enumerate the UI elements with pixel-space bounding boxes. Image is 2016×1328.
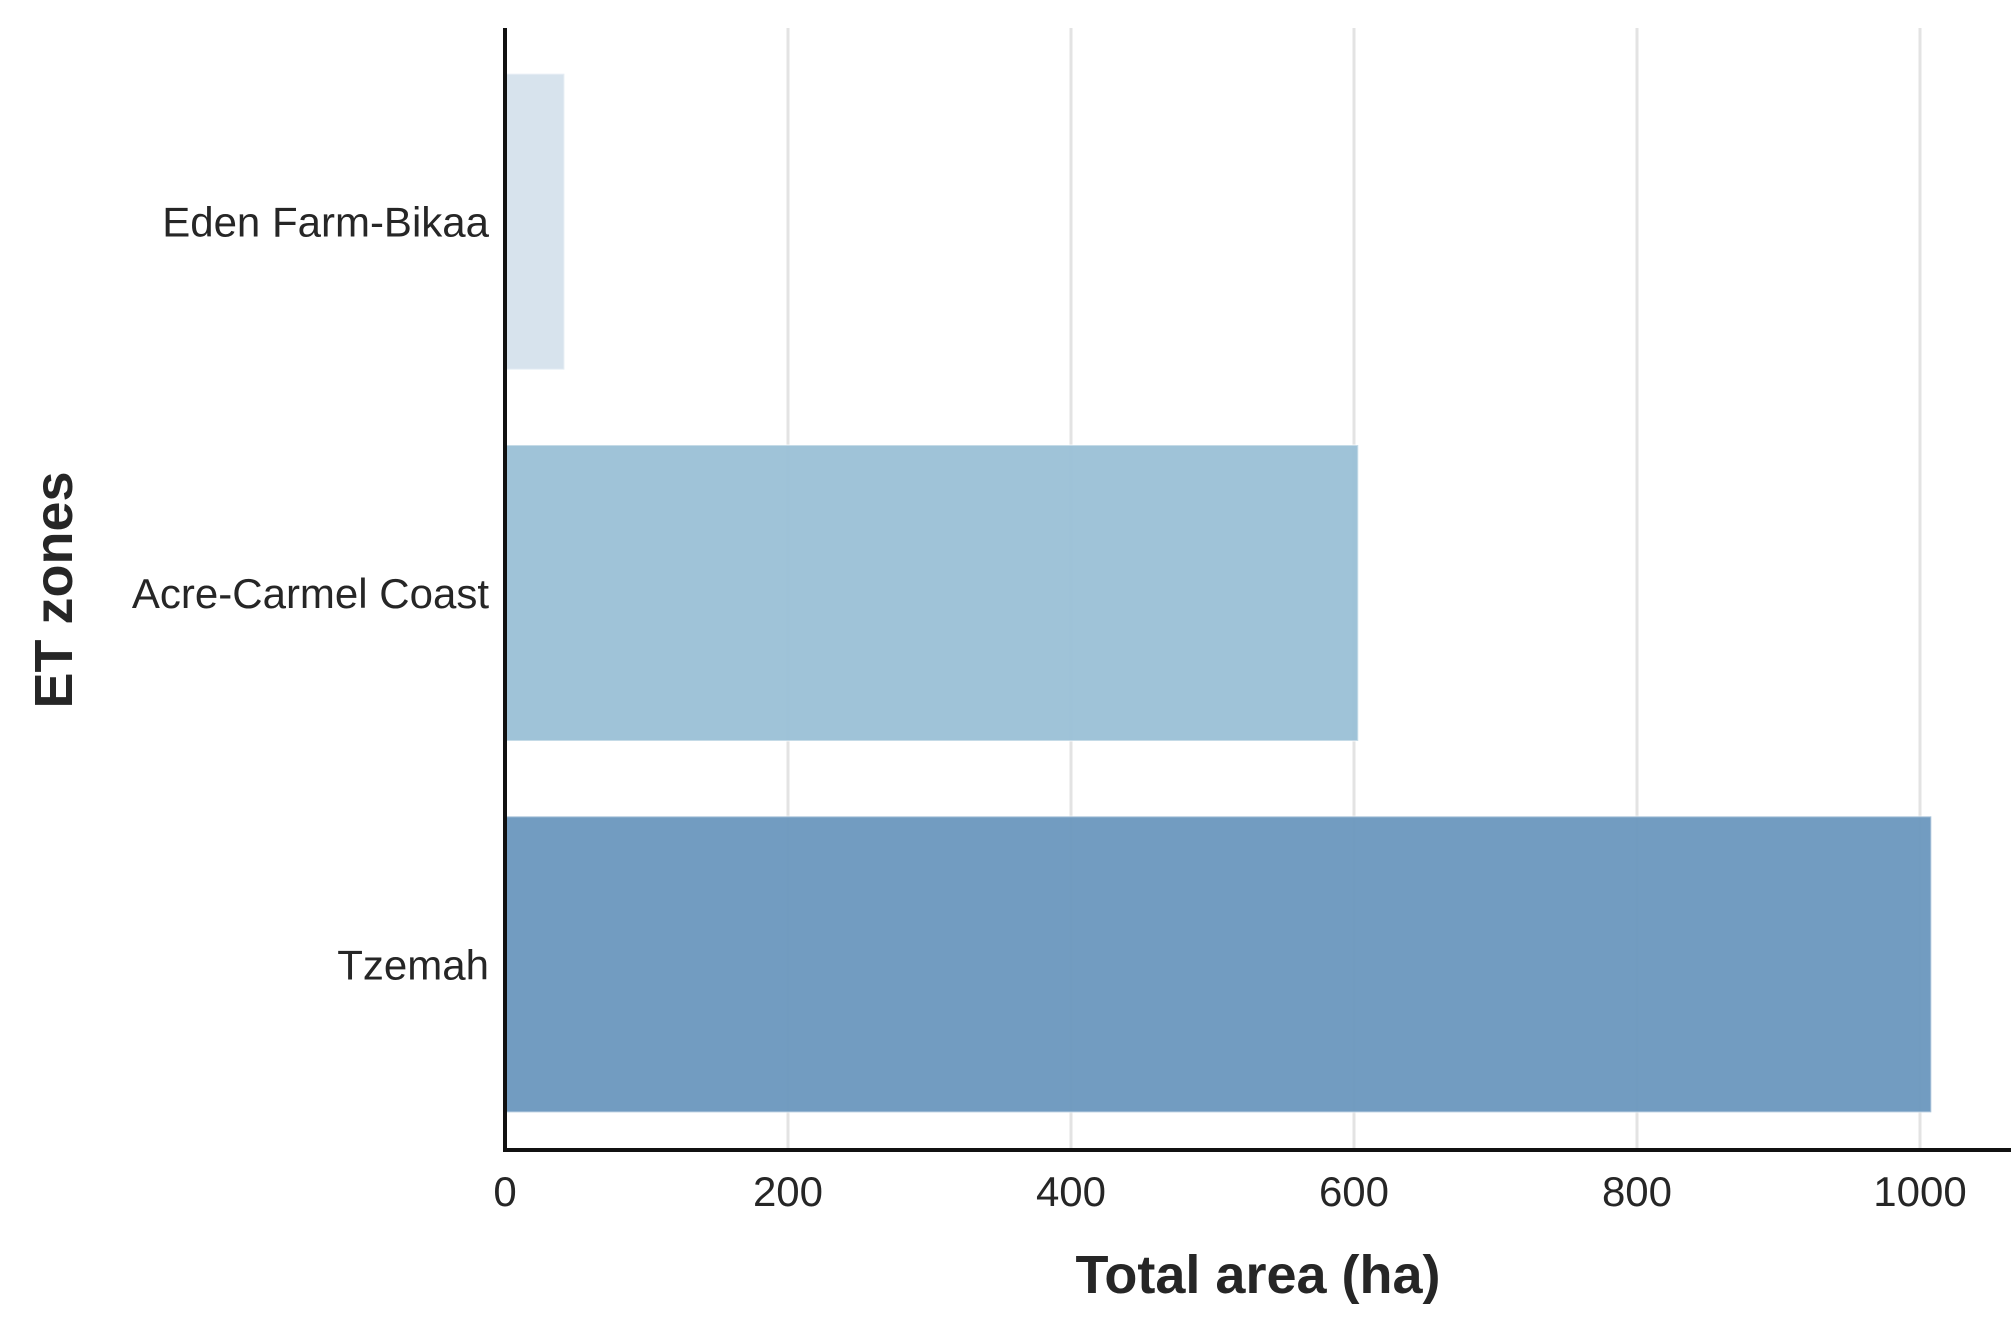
bar (504, 815, 1933, 1114)
bar (504, 444, 1360, 742)
bars (504, 72, 1933, 1114)
bar (504, 72, 566, 371)
x-tick-label: 800 (1602, 1168, 1672, 1215)
x-tick-label: 1000 (1873, 1168, 1966, 1215)
x-tick-label: 400 (1036, 1168, 1106, 1215)
y-category-label: Tzemah (337, 941, 489, 988)
y-axis-title: ET zones (24, 471, 84, 708)
x-tick-label: 600 (1319, 1168, 1389, 1215)
y-category-labels: Eden Farm-Bikaa Acre-Carmel Coast Tzemah (132, 199, 490, 989)
y-category-label: Eden Farm-Bikaa (162, 199, 489, 246)
axes (503, 28, 2011, 1152)
y-category-label: Acre-Carmel Coast (132, 570, 489, 617)
x-tick-labels: 0 200 400 600 800 1000 (493, 1168, 1966, 1215)
x-tick-label: 200 (753, 1168, 823, 1215)
x-axis-title: Total area (ha) (1075, 1245, 1440, 1305)
x-tick-label: 0 (493, 1168, 516, 1215)
